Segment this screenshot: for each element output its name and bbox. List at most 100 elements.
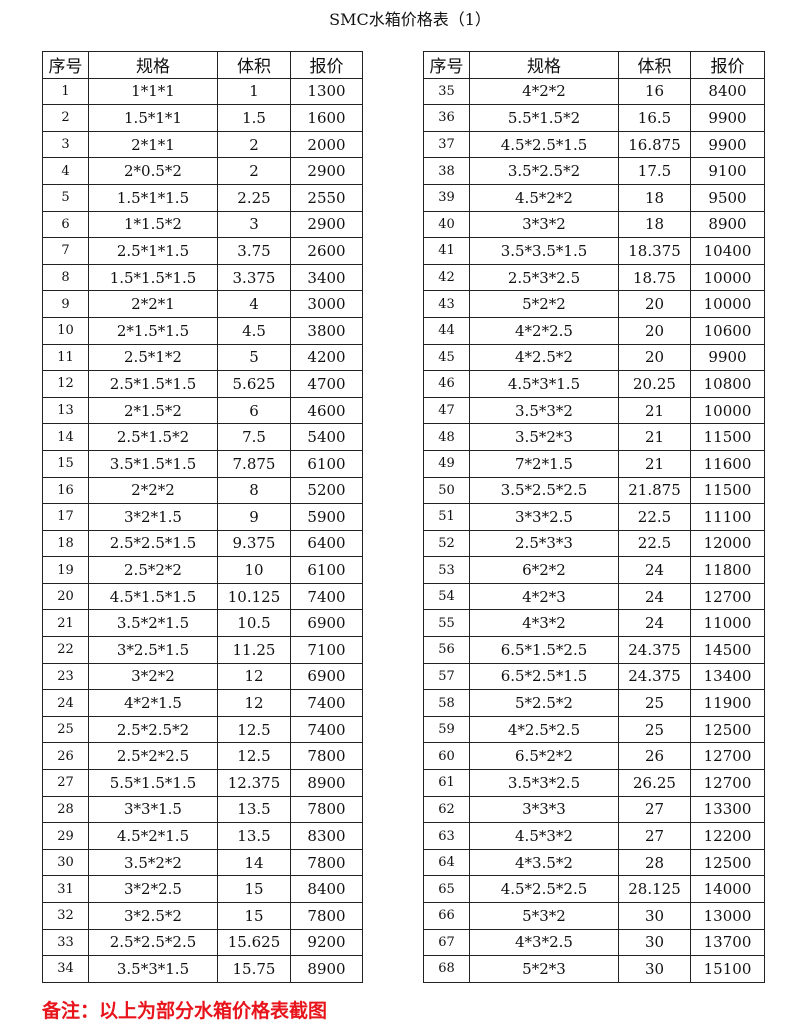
table-row: 59 4*2.5*2.5 25 12500	[423, 715, 765, 744]
table-row: 1 1*1*1 1 1300	[42, 77, 363, 106]
cell-price: 6900	[290, 662, 363, 691]
cell-volume: 12	[217, 662, 291, 691]
cell-volume: 21	[618, 423, 691, 451]
cell-index: 66	[423, 902, 470, 930]
cell-spec: 1.5*1.5*1.5	[88, 263, 218, 292]
cell-index: 38	[423, 157, 470, 185]
cell-spec: 3.5*2*3	[469, 423, 619, 451]
cell-price: 12500	[690, 715, 765, 744]
table-row: 36 5.5*1.5*2 16.5 9900	[423, 104, 765, 132]
cell-index: 7	[42, 237, 89, 265]
table-row: 5 1.5*1*1.5 2.25 2550	[42, 183, 363, 212]
table-row: 6 1*1.5*2 3 2900	[42, 210, 363, 239]
cell-index: 10	[42, 316, 89, 345]
table-row: 43 5*2*2 20 10000	[423, 290, 765, 318]
table-row: 63 4.5*3*2 27 12200	[423, 822, 765, 850]
cell-index: 17	[42, 503, 89, 531]
cell-spec: 4*2*2	[469, 77, 619, 106]
table-row: 33 2.5*2.5*2.5 15.625 9200	[42, 928, 363, 957]
header-volume: 体积	[217, 51, 291, 79]
cell-spec: 3*2*2.5	[88, 875, 218, 903]
cell-price: 4700	[290, 370, 363, 398]
cell-price: 5400	[290, 423, 363, 451]
cell-price: 2000	[290, 130, 363, 159]
cell-price: 9900	[690, 130, 765, 159]
table-row: 29 4.5*2*1.5 13.5 8300	[42, 822, 363, 850]
table-row: 31 3*2*2.5 15 8400	[42, 875, 363, 903]
cell-price: 12700	[690, 582, 765, 611]
table-row: 60 6.5*2*2 26 12700	[423, 742, 765, 771]
cell-volume: 7.5	[217, 423, 291, 451]
cell-spec: 3*3*2.5	[469, 503, 619, 531]
cell-spec: 3.5*2*2	[88, 848, 218, 877]
cell-index: 8	[42, 263, 89, 292]
cell-index: 60	[423, 742, 470, 771]
price-table-left: 序号 规格 体积 报价 1 1*1*1 1 1300 2 1.5*1*1 1.5 1600 3 2…	[42, 51, 363, 983]
cell-volume: 10	[217, 556, 291, 584]
table-row: 61 3.5*3*2.5 26.25 12700	[423, 769, 765, 797]
cell-spec: 3*2*2	[88, 662, 218, 691]
table-row: 17 3*2*1.5 9 5900	[42, 503, 363, 531]
table-row: 50 3.5*2.5*2.5 21.875 11500	[423, 476, 765, 505]
cell-index: 12	[42, 370, 89, 398]
cell-volume: 20	[618, 343, 691, 372]
cell-volume: 24.375	[618, 662, 691, 691]
cell-volume: 28	[618, 848, 691, 877]
table-row: 32 3*2.5*2 15 7800	[42, 902, 363, 930]
cell-spec: 4*2*2.5	[469, 316, 619, 345]
cell-volume: 11.25	[217, 636, 291, 664]
table-row: 49 7*2*1.5 21 11600	[423, 449, 765, 478]
table-row: 23 3*2*2 12 6900	[42, 662, 363, 691]
cell-spec: 2*2*2	[88, 476, 218, 505]
cell-spec: 5*2.5*2	[469, 689, 619, 717]
cell-price: 10000	[690, 290, 765, 318]
cell-spec: 4.5*2.5*1.5	[469, 130, 619, 159]
table-row: 15 3.5*1.5*1.5 7.875 6100	[42, 449, 363, 478]
table-row: 10 2*1.5*1.5 4.5 3800	[42, 316, 363, 345]
table-row: 47 3.5*3*2 21 10000	[423, 396, 765, 425]
table-row: 58 5*2.5*2 25 11900	[423, 689, 765, 717]
cell-index: 15	[42, 449, 89, 478]
cell-index: 67	[423, 928, 470, 957]
table-row: 54 4*2*3 24 12700	[423, 582, 765, 611]
cell-spec: 1*1.5*2	[88, 210, 218, 239]
cell-index: 1	[42, 77, 89, 106]
cell-price: 2900	[290, 210, 363, 239]
cell-volume: 12.5	[217, 715, 291, 744]
cell-spec: 2.5*1.5*1.5	[88, 370, 218, 398]
cell-volume: 1.5	[217, 104, 291, 132]
cell-volume: 3	[217, 210, 291, 239]
cell-index: 13	[42, 396, 89, 425]
cell-price: 10000	[690, 263, 765, 292]
cell-spec: 2*1.5*2	[88, 396, 218, 425]
cell-spec: 2.5*3*3	[469, 529, 619, 558]
cell-spec: 4*2.5*2	[469, 343, 619, 372]
cell-spec: 5*2*2	[469, 290, 619, 318]
cell-price: 12200	[690, 822, 765, 850]
cell-index: 19	[42, 556, 89, 584]
cell-price: 11500	[690, 423, 765, 451]
cell-volume: 25	[618, 715, 691, 744]
cell-index: 39	[423, 183, 470, 212]
cell-index: 2	[42, 104, 89, 132]
table-row: 27 5.5*1.5*1.5 12.375 8900	[42, 769, 363, 797]
cell-spec: 3.5*3.5*1.5	[469, 237, 619, 265]
table-row: 13 2*1.5*2 6 4600	[42, 396, 363, 425]
table-row: 24 4*2*1.5 12 7400	[42, 689, 363, 717]
cell-volume: 17.5	[618, 157, 691, 185]
cell-index: 24	[42, 689, 89, 717]
cell-spec: 6*2*2	[469, 556, 619, 584]
table-row: 35 4*2*2 16 8400	[423, 77, 765, 106]
table-row: 9 2*2*1 4 3000	[42, 290, 363, 318]
cell-index: 49	[423, 449, 470, 478]
cell-index: 28	[42, 795, 89, 824]
cell-spec: 5*2*3	[469, 955, 619, 983]
table-row: 53 6*2*2 24 11800	[423, 556, 765, 584]
table-row: 26 2.5*2*2.5 12.5 7800	[42, 742, 363, 771]
cell-spec: 2.5*1*1.5	[88, 237, 218, 265]
cell-volume: 4.5	[217, 316, 291, 345]
cell-volume: 18.375	[618, 237, 691, 265]
cell-volume: 2.25	[217, 183, 291, 212]
cell-price: 8400	[690, 77, 765, 106]
table-row: 16 2*2*2 8 5200	[42, 476, 363, 505]
